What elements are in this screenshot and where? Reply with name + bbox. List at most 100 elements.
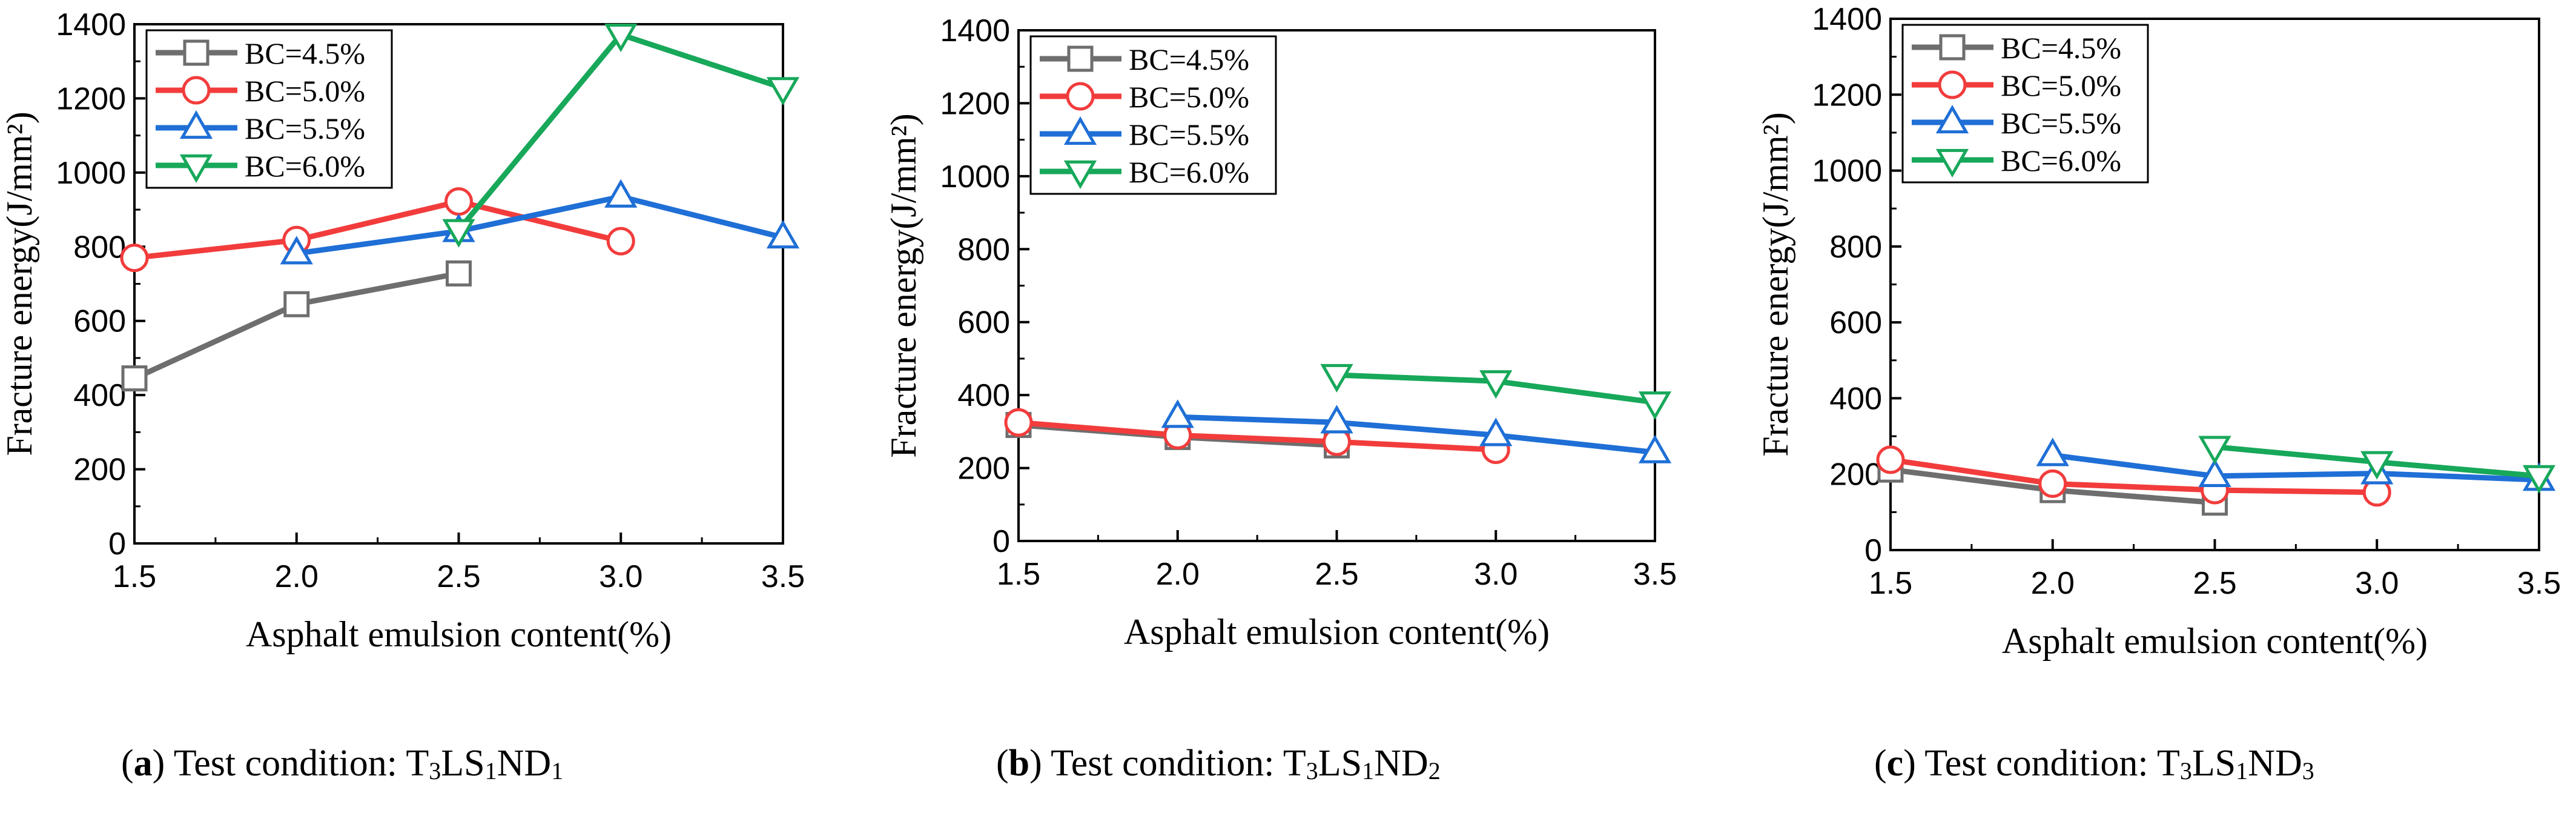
x-tick-label: 2.0 [275,559,319,594]
x-tick-label: 2.0 [1156,557,1200,592]
legend-marker [1938,70,1967,99]
series-line [1018,419,1496,453]
chart-panel-2: 0 200 400 600 800 1000 1200 1400 1.5 2.0 2.5 3.0 3.5… [883,13,1677,652]
y-tick-label: 1400 [940,13,1010,48]
legend-marker [183,39,210,66]
data-point [444,187,473,216]
y-tick-label: 1200 [56,81,126,116]
data-point [2522,465,2556,494]
y-tick-label: 400 [1829,381,1882,416]
series-BC-5-0- [120,187,635,273]
data-point [283,291,310,317]
legend-marker [182,76,211,105]
legend-marker [1935,104,1969,134]
legend-label: BC=5.5% [2001,106,2121,140]
data-point [280,236,313,265]
x-axis-label: Asphalt emulsion content(%) [2002,621,2428,661]
y-tick-label: 1400 [1812,2,1882,37]
legend-marker [1067,45,1094,72]
y-tick-label: 0 [992,524,1010,559]
y-axis-label: Fracture energy(J/mm²) [0,111,39,456]
chart-panel-1: 0 200 400 600 800 1000 1200 1400 1.5 2.0 2.5 3.0 3.5… [0,7,805,654]
y-tick-label: 800 [1829,230,1882,265]
legend-label: BC=4.5% [2001,31,2121,65]
series-BC-6-0- [2198,436,2556,494]
legend-label: BC=6.0% [245,149,365,183]
data-point [2198,436,2231,465]
y-tick-label: 600 [73,304,126,339]
legend-label: BC=5.5% [245,111,365,145]
x-tick-label: 2.5 [2193,566,2236,601]
data-point [1320,405,1353,434]
legend: BC=4.5%BC=5.0%BC=5.5%BC=6.0% [1029,35,1277,195]
y-tick-label: 600 [957,305,1010,340]
series-BC-4-5- [121,260,472,392]
data-point [1479,417,1513,446]
legend-label: BC=5.0% [2001,68,2121,102]
x-tick-label: 1.5 [113,559,156,594]
y-tick-label: 400 [73,378,126,413]
caption-b: (b) Test condition: T3LS1ND2 [996,743,1441,785]
data-point [1876,445,1905,474]
y-tick-label: 0 [1864,533,1882,568]
y-tick-label: 1200 [1812,78,1882,113]
x-tick-label: 1.5 [997,557,1040,592]
x-tick-label: 2.0 [2031,566,2075,601]
y-axis-label: Fracture energy(J/mm²) [1755,112,1795,456]
legend-label: BC=6.0% [2001,144,2121,178]
y-tick-label: 200 [73,453,126,488]
y-tick-label: 400 [957,378,1010,413]
y-tick-label: 1000 [1812,154,1882,189]
x-axis-label: Asphalt emulsion content(%) [1124,612,1550,652]
data-point [2036,437,2069,466]
series-line [1890,457,2377,496]
data-point [1161,399,1194,428]
x-tick-label: 2.5 [437,559,480,594]
caption-c: (c) Test condition: T3LS1ND3 [1874,743,2314,785]
x-tick-label: 1.5 [1869,566,1912,601]
series-line [134,199,622,261]
series-line [296,194,784,256]
caption-a: (a) Test condition: T3LS1ND1 [121,743,564,785]
legend: BC=4.5%BC=5.0% BC=5.5% BC=6.0% [1901,24,2149,184]
legend-marker [1063,116,1097,145]
data-point [2360,451,2394,480]
x-tick-label: 3.5 [761,559,805,594]
data-point [1479,370,1513,399]
x-tick-label: 3.0 [599,559,642,594]
data-point [2198,458,2231,487]
data-point [442,219,475,248]
data-point [1638,434,1672,463]
legend-marker [1066,82,1095,111]
series-BC-5-5- [1161,399,1672,463]
series-line [1177,414,1656,456]
y-axis-label: Fracture energy(J/mm²) [883,113,923,457]
x-tick-label: 3.5 [1633,557,1677,592]
x-tick-label: 3.0 [2355,566,2399,601]
series-BC-5-5- [2036,437,2556,491]
series-line [133,270,460,381]
legend-marker [179,154,213,184]
chart-panel-3: 0 200 400 600 800 1000 1200 1400 1.5 2.0 2.5 3.0 3.5… [1755,2,2561,661]
y-tick-label: 200 [1829,457,1882,493]
x-tick-label: 3.0 [1474,557,1518,592]
data-point [766,219,800,249]
data-point [446,260,472,287]
legend-marker [1063,160,1097,190]
legend-label: BC=5.5% [1129,118,1249,151]
y-tick-label: 800 [73,230,126,265]
data-point [604,179,638,208]
data-point [1320,363,1353,393]
series-BC-5-0- [1876,445,2391,507]
data-point [2038,469,2067,498]
y-tick-label: 800 [957,232,1010,267]
data-point [1638,391,1672,420]
series-BC-6-0- [442,24,800,248]
legend-marker [1939,34,1966,61]
legend-label: BC=5.0% [245,74,365,108]
legend-label: BC=4.5% [245,36,365,70]
x-tick-label: 2.5 [1315,557,1358,592]
data-point [604,24,638,53]
legend-marker [179,110,213,139]
